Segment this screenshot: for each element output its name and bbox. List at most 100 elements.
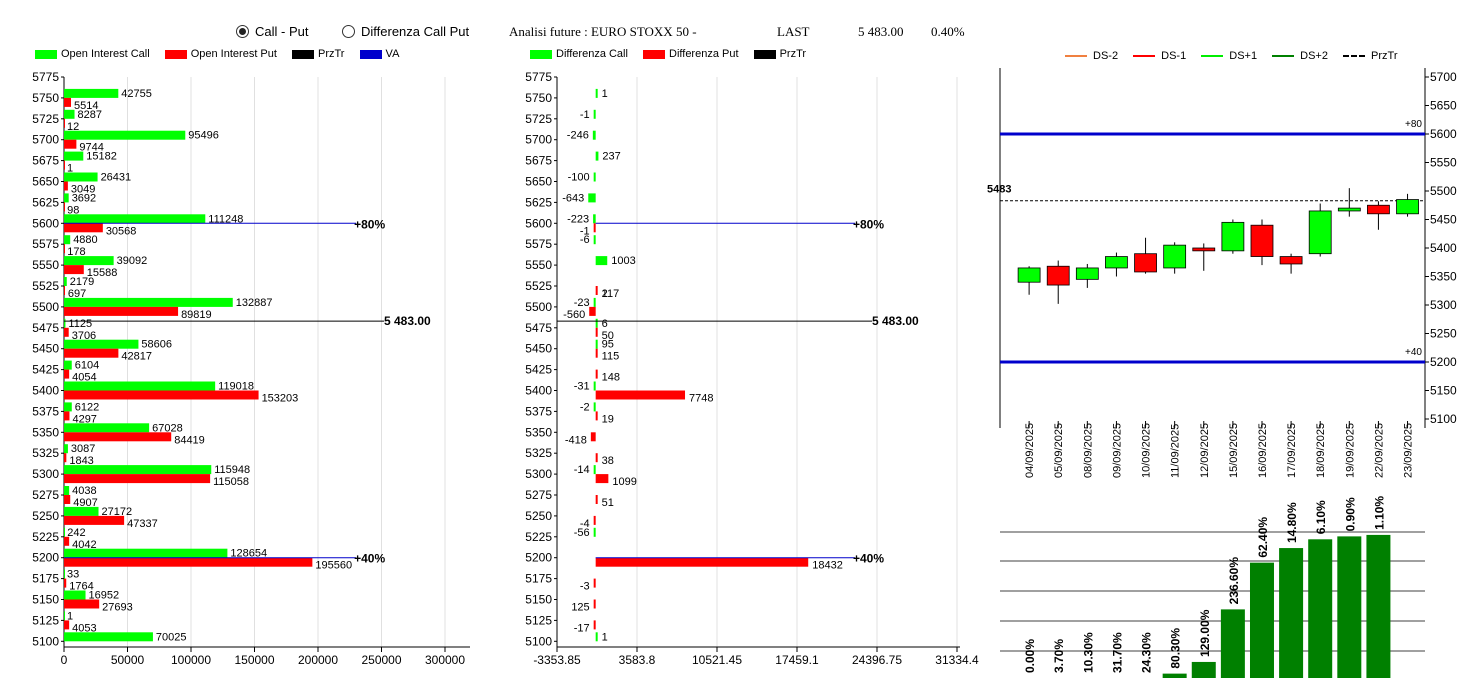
call-bar	[64, 527, 65, 537]
legend-call: Open Interest Call	[61, 48, 150, 60]
call-bar	[64, 548, 228, 558]
diff-put-label: -560	[563, 309, 585, 321]
call-value-label: 67028	[152, 422, 183, 434]
diff-call-label: -2	[580, 401, 590, 413]
call-bar	[64, 381, 216, 391]
call-value-label: 4880	[73, 234, 97, 246]
pct-label: 236.60%	[1227, 557, 1241, 605]
diff-call-label: -1	[580, 109, 590, 121]
put-value-label: 697	[68, 288, 86, 300]
diff-put-label: 50	[602, 330, 614, 342]
diff-put-bar	[595, 495, 598, 504]
put-bar	[64, 202, 65, 212]
diff-put-bar	[595, 369, 598, 379]
strike-label: 5750	[525, 91, 552, 105]
call-value-label: 132887	[236, 297, 273, 309]
candle-body	[1279, 256, 1303, 265]
put-bar	[64, 432, 172, 442]
strike-label: 5725	[525, 112, 552, 126]
put-bar	[64, 536, 70, 546]
y-tick-label: 5250	[1430, 327, 1457, 341]
put-value-label: 42817	[121, 351, 152, 363]
diff-put-bar	[595, 286, 598, 295]
radio-selected-icon[interactable]	[236, 25, 249, 38]
call-bar	[64, 444, 68, 454]
call-bar	[64, 611, 65, 621]
diff-call-bar	[592, 130, 596, 140]
y-tick-label: 5650	[1430, 99, 1457, 113]
ds+1-swatch	[1201, 55, 1224, 57]
strike-label: 5700	[525, 133, 552, 147]
pct-label: 62.40%	[1256, 517, 1270, 558]
candle-body	[1105, 256, 1128, 269]
diff-put-label: -1	[580, 225, 590, 237]
legend-diff-put: Differenza Put	[669, 48, 739, 60]
call-bar	[64, 88, 119, 98]
put-value-label: 195560	[315, 560, 352, 572]
y-tick-label: 5600	[1430, 127, 1457, 141]
call-value-label: 6104	[75, 360, 99, 372]
put-value-label: 1843	[69, 455, 93, 467]
call-bar	[64, 339, 139, 349]
strike-label: 5350	[32, 425, 59, 439]
strike-label: 5475	[525, 321, 552, 335]
diff-call-bar	[595, 339, 598, 349]
candle-body	[1308, 210, 1332, 255]
put-value-label: 4042	[72, 539, 96, 551]
diff-put-bar	[593, 599, 596, 609]
call-bar	[64, 360, 72, 370]
strike-label: 5575	[525, 237, 552, 251]
y-tick-label: 5150	[1430, 384, 1457, 398]
call-bar	[64, 569, 65, 579]
strike-label: 5275	[525, 488, 552, 502]
diff-put-label: 1099	[612, 476, 636, 488]
call-value-label: 27172	[102, 506, 133, 518]
diff-call-label: -23	[574, 297, 590, 309]
diff-call-label: 1	[602, 88, 608, 100]
radio-unselected-icon[interactable]	[342, 25, 355, 38]
radio-differenza[interactable]: Differenza Call Put	[342, 24, 469, 44]
strike-label: 5450	[525, 342, 552, 356]
radio-call-put[interactable]: Call - Put	[236, 24, 308, 44]
put-swatch	[164, 49, 187, 59]
date-label: 17/09/2025	[1286, 423, 1298, 478]
call-value-label: 95496	[188, 130, 219, 142]
page-title: Analisi future : EURO STOXX 50 -	[509, 24, 697, 39]
ds+2-swatch	[1272, 55, 1295, 57]
diff-put-label: 18432	[812, 560, 843, 572]
call-bar	[64, 214, 206, 224]
call-value-label: 15182	[86, 151, 117, 163]
put-value-label: 89819	[181, 309, 212, 321]
put-bar	[64, 620, 70, 630]
put-bar	[64, 160, 65, 170]
legend-prztr-mid: PrzTr	[779, 48, 807, 60]
call-value-label: 115948	[214, 464, 250, 476]
strike-label: 5775	[525, 70, 552, 84]
call-value-label: 16952	[89, 590, 120, 602]
date-label: 19/09/2025	[1344, 423, 1356, 478]
diff-call-bar	[593, 235, 596, 245]
call-value-label: 4038	[72, 485, 96, 497]
va-label-80: +80%	[354, 217, 385, 231]
strike-label: 5100	[525, 634, 552, 648]
put-value-label: 84419	[174, 434, 205, 446]
date-label: 08/09/2025	[1082, 423, 1094, 478]
put-bar	[64, 181, 68, 191]
put-bar	[64, 390, 259, 400]
call-bar	[64, 506, 99, 516]
last-label: LAST	[777, 24, 810, 39]
y-tick-label: 5350	[1430, 270, 1457, 284]
diff-call-label: 1	[602, 631, 608, 643]
x-tick-label: 31334.4	[935, 653, 979, 667]
call-value-label: 1	[67, 610, 73, 622]
legend-ds-1: DS-1	[1161, 50, 1187, 62]
diff-put-label: 117	[602, 288, 620, 300]
diff-call-bar	[595, 256, 608, 266]
put-value-label: 4297	[72, 413, 96, 425]
y-tick-label: 5300	[1430, 298, 1457, 312]
diff-put-bar	[589, 306, 596, 316]
call-value-label: 70025	[156, 631, 187, 643]
put-bar	[64, 495, 71, 504]
x-tick-label: 17459.1	[775, 653, 819, 667]
put-value-label: 153203	[262, 393, 299, 405]
